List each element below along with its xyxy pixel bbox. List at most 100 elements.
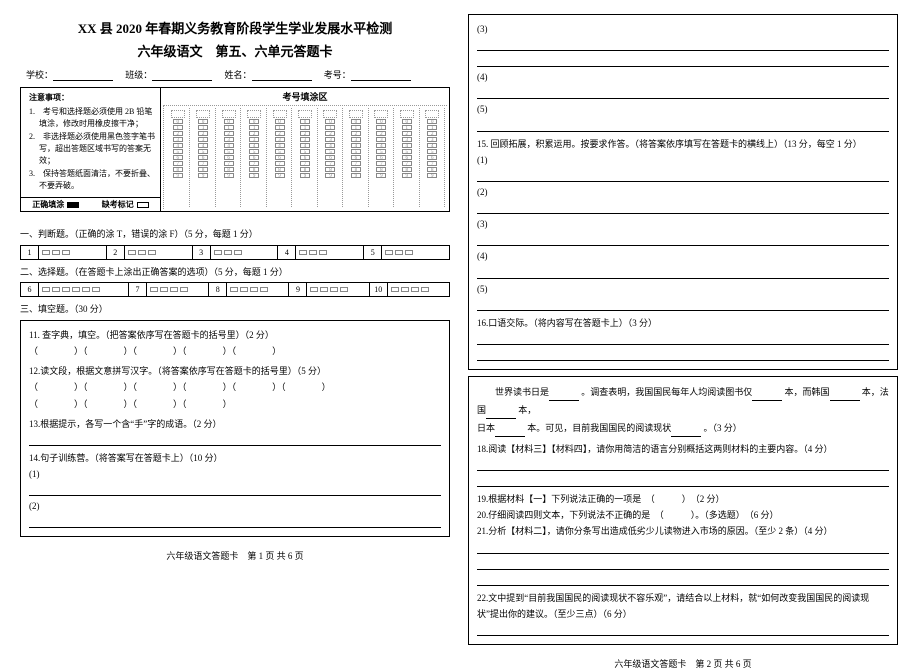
bubble-option[interactable]: 9 (402, 173, 412, 178)
bubble-option[interactable]: 8 (300, 167, 310, 172)
bubble-option[interactable]: 0 (402, 119, 412, 124)
bubble-option[interactable]: 5 (249, 149, 259, 154)
q18-line-1[interactable] (477, 457, 889, 471)
bubble-option[interactable]: 1 (402, 125, 412, 130)
q11-slots[interactable]: （）（）（）（）（） (29, 343, 441, 359)
bubble-option[interactable]: 7 (351, 161, 361, 166)
bubble-option[interactable]: 1 (325, 125, 335, 130)
bubble-column[interactable]: 0123456789 (268, 108, 292, 207)
bubble-option[interactable]: 3 (275, 137, 285, 142)
bubble-column[interactable]: 0123456789 (242, 108, 266, 207)
bubble-option[interactable]: 9 (351, 173, 361, 178)
bubble-option[interactable]: 4 (402, 143, 412, 148)
q15-line-5[interactable]: (5) (477, 281, 889, 311)
bubble-option[interactable]: 9 (275, 173, 285, 178)
bubble-column[interactable]: 0123456789 (395, 108, 419, 207)
bubble-option[interactable]: 3 (325, 137, 335, 142)
bubble-option[interactable]: 3 (249, 137, 259, 142)
bubble-option[interactable]: 2 (325, 131, 335, 136)
bubble-option[interactable]: 6 (376, 155, 386, 160)
bubble-option[interactable]: 6 (427, 155, 437, 160)
bubble-option[interactable]: 1 (427, 125, 437, 130)
bubble-option[interactable]: 2 (351, 131, 361, 136)
bubble-option[interactable]: 8 (376, 167, 386, 172)
bubble-column[interactable]: 0123456789 (344, 108, 368, 207)
bubble-option[interactable]: 0 (351, 119, 361, 124)
judge-options[interactable] (124, 245, 192, 259)
judge-options[interactable] (39, 245, 107, 259)
q16-line-1[interactable] (477, 331, 889, 345)
bubble-option[interactable]: 8 (198, 167, 208, 172)
bubble-option[interactable]: 8 (325, 167, 335, 172)
choice-options[interactable] (227, 283, 289, 297)
bubble-option[interactable]: 7 (402, 161, 412, 166)
bubble-option[interactable]: 2 (249, 131, 259, 136)
judge-options[interactable] (382, 245, 450, 259)
class-blank[interactable] (152, 71, 212, 81)
bubble-option[interactable]: 3 (402, 137, 412, 142)
bubble-option[interactable]: 6 (249, 155, 259, 160)
q21-line-2[interactable] (477, 556, 889, 570)
bubble-option[interactable]: 2 (300, 131, 310, 136)
bubble-option[interactable]: 5 (300, 149, 310, 154)
bubble-option[interactable]: 7 (376, 161, 386, 166)
bubble-option[interactable]: 6 (173, 155, 183, 160)
bubble-option[interactable]: 3 (427, 137, 437, 142)
bubble-option[interactable]: 6 (224, 155, 234, 160)
bubble-option[interactable]: 7 (173, 161, 183, 166)
bubble-column[interactable]: 0123456789 (319, 108, 343, 207)
bubble-option[interactable]: 5 (275, 149, 285, 154)
q13-write-line[interactable] (29, 432, 441, 446)
bubble-column[interactable]: 0123456789 (191, 108, 215, 207)
bubble-option[interactable]: 9 (300, 173, 310, 178)
bubble-option[interactable]: 5 (376, 149, 386, 154)
bubble-option[interactable]: 1 (300, 125, 310, 130)
bubble-option[interactable]: 6 (300, 155, 310, 160)
bubble-option[interactable]: 1 (351, 125, 361, 130)
bubble-option[interactable]: 4 (224, 143, 234, 148)
q21-line-3[interactable] (477, 572, 889, 586)
bubble-option[interactable]: 0 (300, 119, 310, 124)
bubble-option[interactable]: 9 (376, 173, 386, 178)
bubble-column[interactable]: 0123456789 (421, 108, 445, 207)
bubble-option[interactable]: 0 (427, 119, 437, 124)
bubble-option[interactable]: 5 (351, 149, 361, 154)
bubble-grid[interactable]: 0123456789012345678901234567890123456789… (163, 105, 447, 209)
bubble-option[interactable]: 6 (402, 155, 412, 160)
bubble-option[interactable]: 0 (224, 119, 234, 124)
bubble-option[interactable]: 6 (198, 155, 208, 160)
bubble-option[interactable]: 3 (173, 137, 183, 142)
bubble-option[interactable]: 3 (351, 137, 361, 142)
bubble-option[interactable]: 3 (224, 137, 234, 142)
bubble-option[interactable]: 6 (351, 155, 361, 160)
bubble-option[interactable]: 1 (249, 125, 259, 130)
bubble-option[interactable]: 1 (275, 125, 285, 130)
bubble-option[interactable]: 4 (325, 143, 335, 148)
bubble-option[interactable]: 4 (351, 143, 361, 148)
bubble-option[interactable]: 4 (376, 143, 386, 148)
bubble-option[interactable]: 5 (402, 149, 412, 154)
bubble-option[interactable]: 1 (173, 125, 183, 130)
bubble-option[interactable]: 9 (173, 173, 183, 178)
bubble-option[interactable]: 7 (198, 161, 208, 166)
bubble-option[interactable]: 4 (300, 143, 310, 148)
bubble-option[interactable]: 8 (224, 167, 234, 172)
choice-options[interactable] (387, 283, 449, 297)
q17-body[interactable]: 世界读书日是 。调查表明，我国国民每年人均阅读图书仅 本，而韩国 本，法国 本，… (477, 383, 889, 437)
bubble-option[interactable]: 2 (427, 131, 437, 136)
bubble-option[interactable]: 5 (427, 149, 437, 154)
q12-slots-row2[interactable]: （）（）（）（） (29, 396, 441, 412)
bubble-option[interactable]: 7 (275, 161, 285, 166)
bubble-option[interactable]: 4 (275, 143, 285, 148)
bubble-option[interactable]: 3 (376, 137, 386, 142)
bubble-option[interactable]: 6 (275, 155, 285, 160)
bubble-option[interactable]: 0 (173, 119, 183, 124)
bubble-option[interactable]: 0 (325, 119, 335, 124)
bubble-option[interactable]: 7 (249, 161, 259, 166)
bubble-option[interactable]: 9 (198, 173, 208, 178)
bubble-option[interactable]: 5 (325, 149, 335, 154)
q18-line-2[interactable] (477, 473, 889, 487)
bubble-option[interactable]: 8 (249, 167, 259, 172)
q15-line-1[interactable]: (1) (477, 152, 889, 182)
name-blank[interactable] (252, 71, 312, 81)
